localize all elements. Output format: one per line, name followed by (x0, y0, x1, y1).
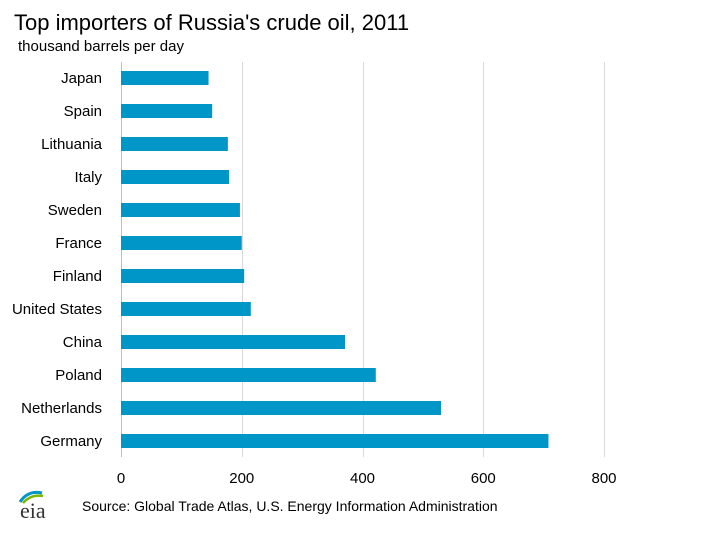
x-tick-label: 200 (229, 470, 254, 487)
category-label: United States (12, 301, 102, 318)
bar (121, 434, 549, 448)
bar (121, 302, 251, 316)
category-label: Spain (64, 103, 102, 120)
category-label: China (63, 334, 103, 351)
bar (121, 104, 213, 118)
eia-logo: eia (14, 488, 64, 523)
bar (121, 203, 240, 217)
logo-text: eia (20, 498, 46, 522)
bar (121, 335, 345, 349)
chart-title: Top importers of Russia's crude oil, 201… (14, 10, 410, 35)
category-label: Netherlands (21, 400, 102, 417)
bars (121, 71, 549, 448)
x-tick-label: 600 (471, 470, 496, 487)
bar (121, 401, 441, 415)
bar (121, 269, 245, 283)
x-tick-label: 0 (117, 470, 125, 487)
bar (121, 137, 228, 151)
chart-subtitle: thousand barrels per day (18, 38, 184, 55)
category-label: Sweden (48, 202, 102, 219)
bar (121, 170, 230, 184)
bar (121, 368, 376, 382)
category-label: Italy (74, 169, 102, 186)
logo-arc-blue (18, 490, 43, 503)
category-label: Finland (53, 268, 102, 285)
x-tick-label: 400 (350, 470, 375, 487)
category-labels: Japan Spain Lithuania Italy Sweden France Finl… (12, 70, 103, 450)
category-label: France (55, 235, 102, 252)
gridlines (121, 62, 605, 457)
bar (121, 236, 242, 250)
x-tick-labels: 0 200 400 600 800 (117, 470, 617, 487)
source-note: Source: Global Trade Atlas, U.S. Energy … (82, 498, 498, 514)
logo-arc-green (22, 494, 44, 504)
category-label: Poland (55, 367, 102, 384)
category-label: Japan (61, 70, 102, 87)
category-label: Germany (40, 433, 102, 450)
bar (121, 71, 209, 85)
category-label: Lithuania (41, 136, 103, 153)
x-tick-label: 800 (591, 470, 616, 487)
